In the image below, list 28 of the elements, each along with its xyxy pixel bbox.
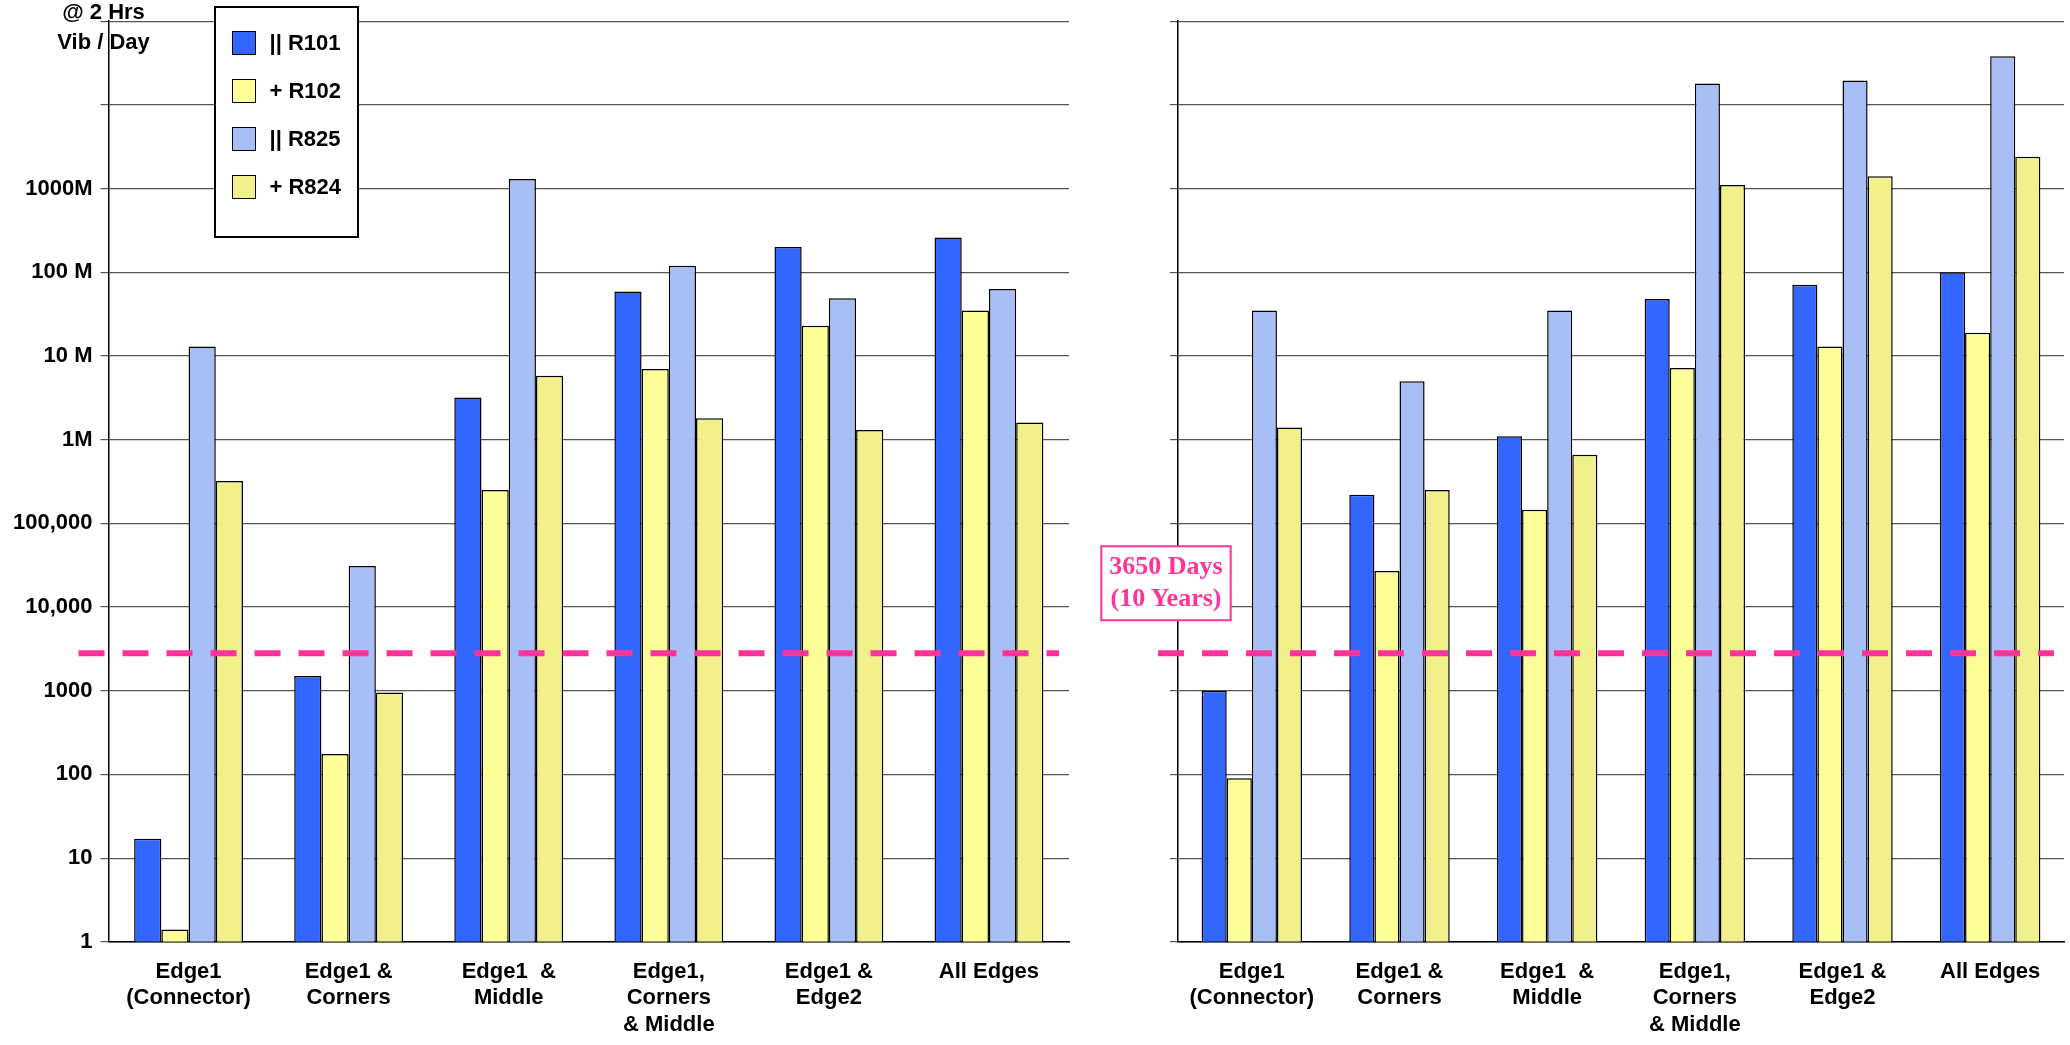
x-tick-label: Edge1 & Corners xyxy=(1355,958,1444,1010)
x-tick-label: All Edges xyxy=(1940,958,2041,984)
legend-label: + R824 xyxy=(269,174,342,200)
y-tick-label: 100,000 xyxy=(12,509,93,535)
legend-label: || R825 xyxy=(269,126,341,152)
y-tick-label: 1M xyxy=(61,425,93,451)
ref-line-label: 3650 Days (10 Years) xyxy=(1109,551,1223,613)
y-tick-label: 1 xyxy=(80,927,93,953)
x-tick-label: Edge1 & Edge2 xyxy=(784,958,873,1010)
legend-label: || R101 xyxy=(269,30,341,56)
y-tick-label: 1000M xyxy=(25,174,93,200)
y-tick-label: 10 xyxy=(68,844,93,870)
x-tick-label: Edge1, Corners & Middle xyxy=(1649,958,1741,1036)
x-tick-label: Edge1 (Connector) xyxy=(1189,958,1315,1010)
legend-label: + R102 xyxy=(269,78,342,104)
y-tick-label: 100 M xyxy=(31,258,93,284)
x-tick-label: Edge1 & Middle xyxy=(461,958,556,1010)
y-tick-label: 10,000 xyxy=(25,593,93,619)
y-tick-label: 10 M xyxy=(43,342,93,368)
y-tick-label: 100 xyxy=(55,760,93,786)
x-tick-label: All Edges xyxy=(938,958,1040,984)
x-tick-label: Edge1 (Connector) xyxy=(126,958,251,1010)
x-tick-label: Edge1 & Middle xyxy=(1500,958,1595,1010)
x-tick-label: Edge1, Corners & Middle xyxy=(622,958,715,1036)
y-axis-title: @ 2 Hrs Vib / Day xyxy=(57,0,151,55)
x-tick-label: Edge1 & Corners xyxy=(304,958,393,1010)
y-tick-label: 1000 xyxy=(43,676,93,702)
x-tick-label: Edge1 & Edge2 xyxy=(1798,958,1887,1010)
